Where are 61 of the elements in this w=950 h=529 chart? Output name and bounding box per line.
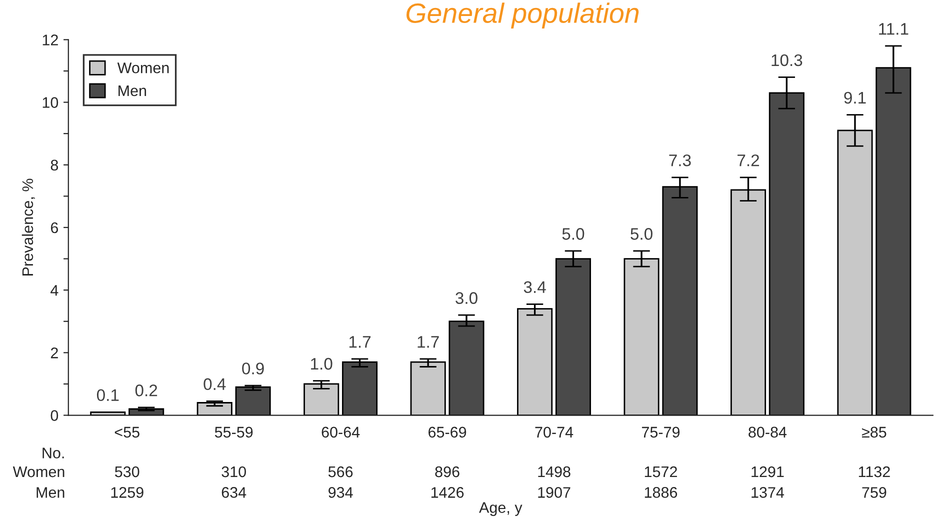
text: 310 [222,466,246,478]
data-label: 1.7 [418,336,439,348]
bar [517,308,553,416]
data-label: 5.0 [562,228,584,240]
data-label: 0.2 [135,384,158,396]
bar [196,402,232,416]
text: 634 [222,487,246,498]
x-tick-label: 60-64 [322,426,360,438]
text: 1572 [644,466,677,478]
text: 934 [328,487,353,498]
bar [235,386,271,416]
data-label: 7.2 [738,154,760,166]
text: 1498 [538,466,570,478]
bar [304,383,340,416]
y-tick-label: 2 [50,348,58,358]
x-tick-label: 80-84 [748,426,787,438]
data-label: 1.0 [311,358,332,370]
x-tick-label: 65-69 [428,426,466,438]
text: 1132 [858,466,890,478]
bar [410,361,446,416]
data-label: 10.3 [772,54,802,66]
y-tick-label: 4 [50,285,58,296]
text: 566 [328,466,353,478]
text: 1374 [752,487,784,498]
x-tick-label: 70-74 [535,426,574,438]
data-label: 5.0 [630,228,652,240]
y-tick-label: 6 [50,222,58,234]
x-tick-label: <55 [114,426,140,438]
y-tick-label: 10 [42,97,58,108]
text: Women [12,466,64,478]
text: 1886 [644,487,678,498]
legend-label: Men [118,86,146,96]
text: 1426 [431,487,464,498]
text: Men [36,487,64,498]
text: 1259 [111,487,144,498]
text: 759 [862,487,886,498]
bar [342,361,378,416]
data-label: 9.1 [844,92,866,104]
text: 896 [435,466,460,478]
text: 1291 [752,466,784,478]
text: No. [42,448,64,458]
data-label: 3.4 [524,281,546,294]
legend-label: Women [117,62,169,74]
x-tick-label: 55-59 [214,426,253,438]
y-tick-label: 12 [42,34,58,46]
text: 1907 [538,487,570,498]
data-label: 11.1 [879,23,908,35]
y-axis-title: Prevalence, % [22,178,35,276]
data-label: 0.4 [204,378,226,390]
x-tick-label: ≥85 [862,426,886,438]
x-axis-title: Age, y [479,502,522,516]
text: 530 [114,466,140,478]
data-label: 0.9 [242,362,264,374]
y-tick-label: 0 [50,410,58,421]
data-label: 3.0 [456,292,478,304]
data-label: 1.7 [349,336,371,348]
y-tick-label: 8 [50,160,58,171]
data-label: 7.3 [669,154,691,166]
x-tick-label: 75-79 [642,426,680,438]
data-label: 0.1 [96,389,119,402]
chart-title: General population [406,2,639,29]
